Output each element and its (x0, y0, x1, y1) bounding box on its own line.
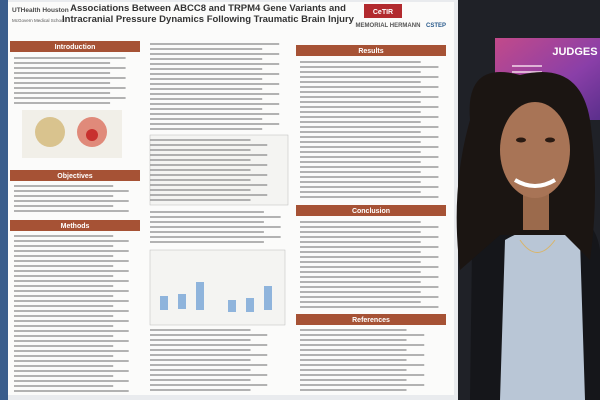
sponsor-cetir: CeTIR (373, 9, 393, 16)
box (246, 298, 254, 312)
section-header: Conclusion (352, 208, 390, 215)
box (178, 294, 186, 309)
section-header: Objectives (57, 173, 93, 180)
box (264, 286, 272, 310)
section-header-bg (10, 220, 140, 231)
section-header: Results (358, 48, 383, 55)
section-header-bg (296, 205, 446, 216)
section-header-bg (296, 314, 446, 325)
person (456, 72, 600, 400)
figure-cell (35, 117, 65, 147)
section-header: References (352, 317, 390, 324)
school: McGovern Medical School (12, 18, 65, 23)
smile (513, 178, 557, 188)
box (228, 300, 236, 312)
screen-title: JUDGES (552, 46, 597, 58)
title-box: Associations Between ABCC8 and TRPM4 Gen… (62, 3, 354, 25)
board-edge (0, 0, 8, 400)
shirt (500, 231, 585, 400)
sponsor-cstep: CSTEP (426, 23, 446, 29)
section-header: Methods (61, 223, 90, 230)
section-header-bg (10, 170, 140, 181)
section-header-bg (296, 45, 446, 56)
necklace (519, 239, 556, 253)
poster-title: Associations Between ABCC8 and TRPM4 Gen… (62, 3, 354, 25)
logo: UTHealth Houston (12, 7, 69, 14)
sponsor-memorial: MEMORIAL HERMANN (356, 23, 421, 29)
chart-panel (149, 249, 286, 326)
figure-core (86, 129, 98, 141)
box (196, 282, 204, 310)
sponsor-badge (364, 4, 402, 18)
eye (516, 137, 526, 143)
box (160, 296, 168, 310)
section-header-bg (10, 41, 140, 52)
boxplots (160, 282, 272, 312)
section-header: Introduction (55, 44, 96, 51)
face (500, 102, 570, 198)
body-text (14, 43, 439, 392)
eye (545, 137, 555, 143)
